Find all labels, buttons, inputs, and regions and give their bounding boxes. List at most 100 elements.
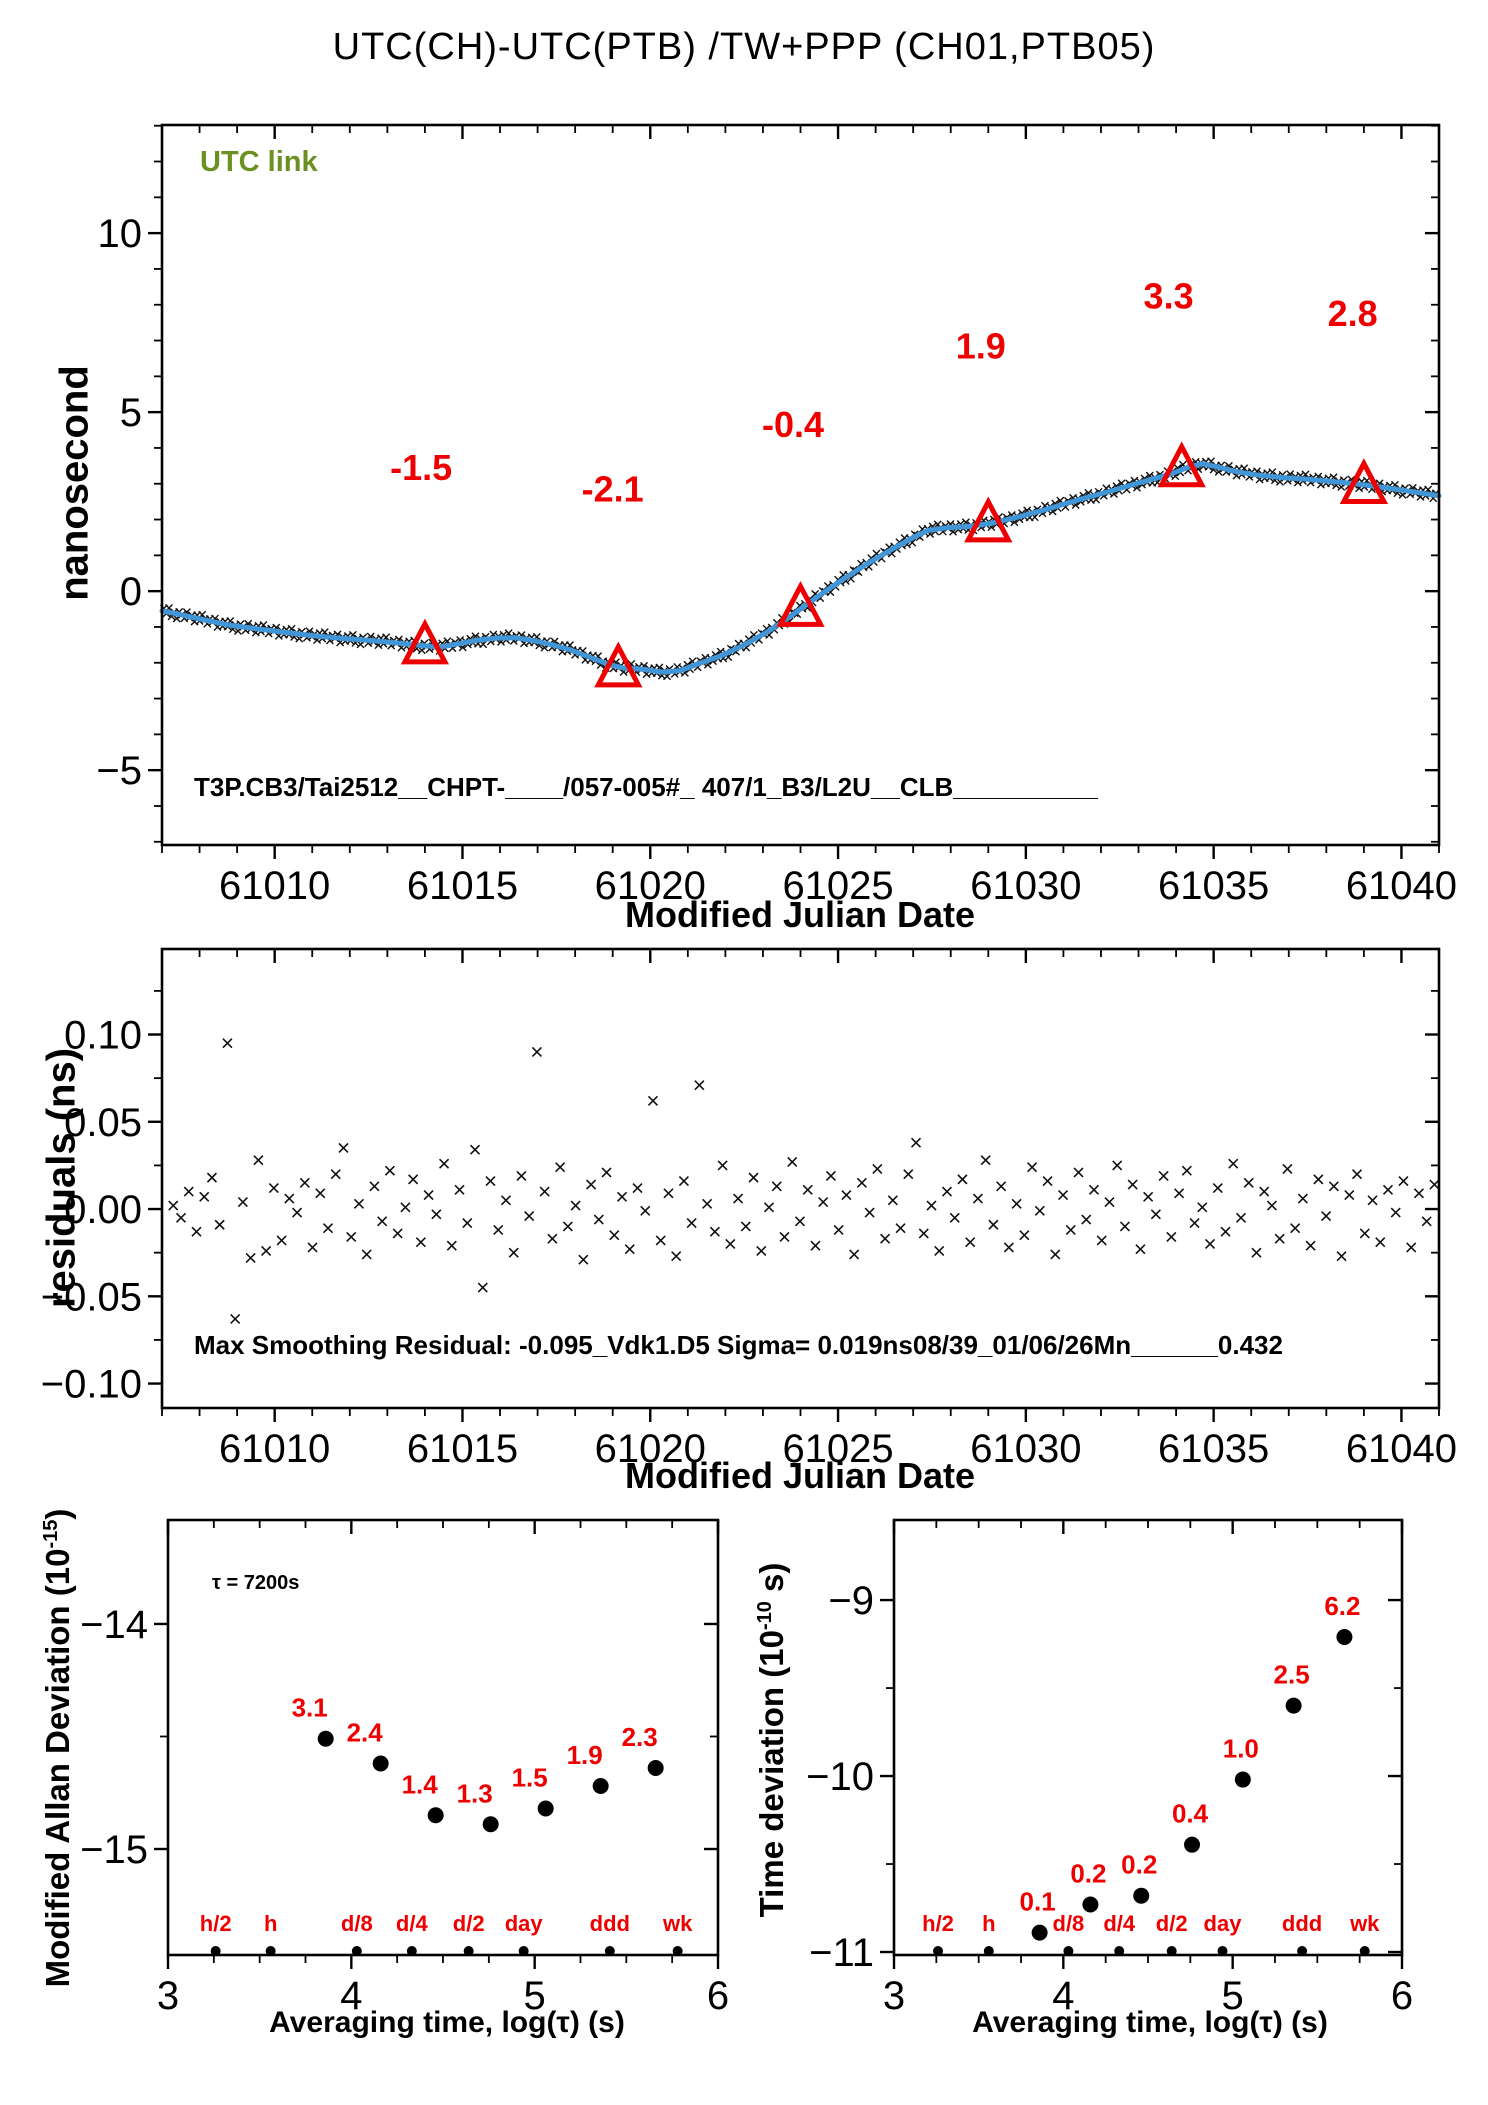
residuals-scatter-points [168, 1038, 1440, 1325]
svg-text:61030: 61030 [970, 1427, 1081, 1471]
mdev-ylabel-sup: -15 [40, 1519, 62, 1549]
svg-text:−5: −5 [96, 749, 142, 793]
svg-text:61020: 61020 [595, 864, 706, 908]
svg-text:1.3: 1.3 [457, 1778, 493, 1808]
svg-text:0.10: 0.10 [64, 1014, 142, 1058]
top-annotation: T3P.CB3/Tai2512__CHPT-____/057-005#_ 407… [194, 772, 1098, 802]
svg-text:6: 6 [707, 1974, 729, 2018]
svg-text:1.9: 1.9 [567, 1740, 603, 1770]
svg-text:0: 0 [120, 570, 142, 614]
svg-text:3: 3 [883, 1974, 905, 2018]
svg-text:3: 3 [157, 1974, 179, 2018]
tdev-data-points: 0.1 0.2 0.2 0.4 1.0 2.5 6.2 [1020, 1591, 1361, 1941]
svg-text:10: 10 [98, 212, 143, 256]
svg-text:61035: 61035 [1158, 1427, 1269, 1471]
svg-text:61030: 61030 [970, 864, 1081, 908]
tdev-ylabel-sup: -10 [754, 1601, 776, 1631]
residuals-annotation: Max Smoothing Residual: -0.095_Vdk1.D5 S… [194, 1330, 1283, 1360]
svg-text:2.5: 2.5 [1274, 1660, 1310, 1690]
mdev-ylabel-main: Modified Allan Deviation (10 [39, 1548, 76, 1988]
tdev-axes: 3 4 5 6 −9 −10 −11 [806, 1518, 1413, 2018]
svg-text:61020: 61020 [595, 1427, 706, 1471]
utc-link-label: UTC link [200, 146, 318, 178]
svg-text:1.5: 1.5 [512, 1762, 548, 1792]
svg-text:61015: 61015 [407, 1427, 518, 1471]
residuals-chart: 61010 61015 61020 61025 61030 61035 61040 −0.10… [41, 947, 1457, 1471]
residuals-axes: 61010 61015 61020 61025 61030 61035 61040 −0.10… [41, 947, 1457, 1471]
svg-text:ddd: ddd [590, 1911, 630, 1936]
mdev-ylabel-close: ) [39, 1508, 76, 1520]
tdev-xlabel: Averaging time, log(τ) (s) [972, 2006, 1328, 2039]
svg-text:−0.05: −0.05 [41, 1275, 142, 1319]
mdev-axes: 3 4 5 6 −14 −15 [80, 1518, 729, 2018]
svg-text:4: 4 [1052, 1974, 1074, 2018]
mdev-xlabel: Averaging time, log(τ) (s) [269, 2006, 625, 2039]
page-title: UTC(CH)-UTC(PTB) /TW+PPP (CH01,PTB05) [332, 26, 1156, 68]
svg-text:−0.10: −0.10 [41, 1363, 142, 1407]
svg-text:ddd: ddd [1282, 1911, 1322, 1936]
svg-text:−11: −11 [809, 1931, 874, 1975]
svg-text:0.2: 0.2 [1121, 1850, 1157, 1880]
svg-text:−9: −9 [828, 1579, 874, 1623]
utc-timeseries-triangle-markers [400, 441, 1389, 688]
top-ylabel: nanosecond [52, 365, 97, 601]
svg-text:d/8: d/8 [341, 1911, 373, 1936]
svg-text:6: 6 [1391, 1974, 1413, 2018]
svg-text:1.0: 1.0 [1223, 1734, 1259, 1764]
svg-text:-0.4: -0.4 [762, 404, 824, 445]
svg-text:d/8: d/8 [1053, 1911, 1085, 1936]
svg-text:day: day [505, 1911, 544, 1936]
svg-text:1.9: 1.9 [956, 325, 1006, 366]
utc-timeseries-point-labels: -1.5 -2.1 -0.4 1.9 3.3 2.8 [390, 275, 1378, 509]
svg-text:0.2: 0.2 [1070, 1858, 1106, 1888]
mdev-ylabel: Modified Allan Deviation (10-15) [39, 1509, 77, 1988]
svg-text:d/2: d/2 [1156, 1911, 1188, 1936]
residuals-data [168, 1038, 1440, 1325]
svg-text:61010: 61010 [219, 864, 330, 908]
svg-text:h/2: h/2 [200, 1911, 232, 1936]
svg-text:-1.5: -1.5 [390, 447, 452, 488]
svg-text:2.8: 2.8 [1328, 293, 1378, 334]
svg-text:61040: 61040 [1346, 864, 1457, 908]
top-xlabel: Modified Julian Date [624, 894, 976, 935]
svg-text:1.4: 1.4 [402, 1769, 439, 1799]
mdev-data: h/2 h d/8 d/4 d/2 day ddd wk 3.1 2.4 1.4 1.3 1.5 1.9 2… [200, 1693, 693, 1956]
residuals-xlabel: Modified Julian Date [624, 1455, 976, 1496]
mdev-axis-tau-markers: h/2 h d/8 d/4 d/2 day ddd wk [200, 1911, 693, 1956]
utc-timeseries-noise-markers [159, 457, 1440, 681]
svg-text:0.00: 0.00 [64, 1188, 142, 1232]
svg-text:6.2: 6.2 [1324, 1591, 1360, 1621]
svg-text:d/2: d/2 [453, 1911, 485, 1936]
utc-timeseries-axes: 61010 61015 61020 61025 61030 61035 61040 −5 0 5 1… [96, 123, 1457, 908]
utc-timeseries-chart: -1.5 -2.1 -0.4 1.9 3.3 2.8 61010 61015 61020 6102… [96, 123, 1457, 908]
svg-text:0.1: 0.1 [1020, 1887, 1056, 1917]
tdev-axis-tau-markers: h/2 h d/8 d/4 d/2 day ddd wk [922, 1911, 1380, 1956]
svg-text:61035: 61035 [1158, 864, 1269, 908]
tdev-ylabel-main: Time deviation (10 [753, 1630, 790, 1918]
svg-text:d/4: d/4 [1103, 1911, 1136, 1936]
svg-text:0.4: 0.4 [1172, 1799, 1209, 1829]
svg-text:3.1: 3.1 [292, 1693, 328, 1723]
svg-text:61010: 61010 [219, 1427, 330, 1471]
svg-text:61040: 61040 [1346, 1427, 1457, 1471]
svg-text:0.05: 0.05 [64, 1101, 142, 1145]
svg-text:4: 4 [340, 1974, 362, 2018]
utc-timeseries-smoothed-curve [159, 461, 1442, 675]
svg-text:61025: 61025 [782, 1427, 893, 1471]
svg-text:wk: wk [1349, 1911, 1380, 1936]
svg-text:h: h [264, 1911, 277, 1936]
svg-text:day: day [1204, 1911, 1243, 1936]
svg-text:wk: wk [662, 1911, 693, 1936]
tdev-data: h/2 h d/8 d/4 d/2 day ddd wk 0.1 0.2 0.2 0.4 1.0 2.5 6… [922, 1591, 1380, 1956]
tdev-ylabel: Time deviation (10-10 s) [753, 1563, 791, 1918]
tdev-ylabel-close: s) [753, 1562, 790, 1602]
svg-text:61015: 61015 [407, 864, 518, 908]
residuals-ylabel: residuals (ns) [39, 1047, 84, 1309]
tdev-chart: h/2 h d/8 d/4 d/2 day ddd wk 0.1 0.2 0.2 0.4 1.0 2.5 6… [806, 1518, 1413, 2018]
svg-text:−10: −10 [806, 1755, 874, 1799]
svg-text:3.3: 3.3 [1144, 275, 1194, 316]
svg-text:2.3: 2.3 [622, 1722, 658, 1752]
svg-text:−14: −14 [80, 1603, 148, 1647]
